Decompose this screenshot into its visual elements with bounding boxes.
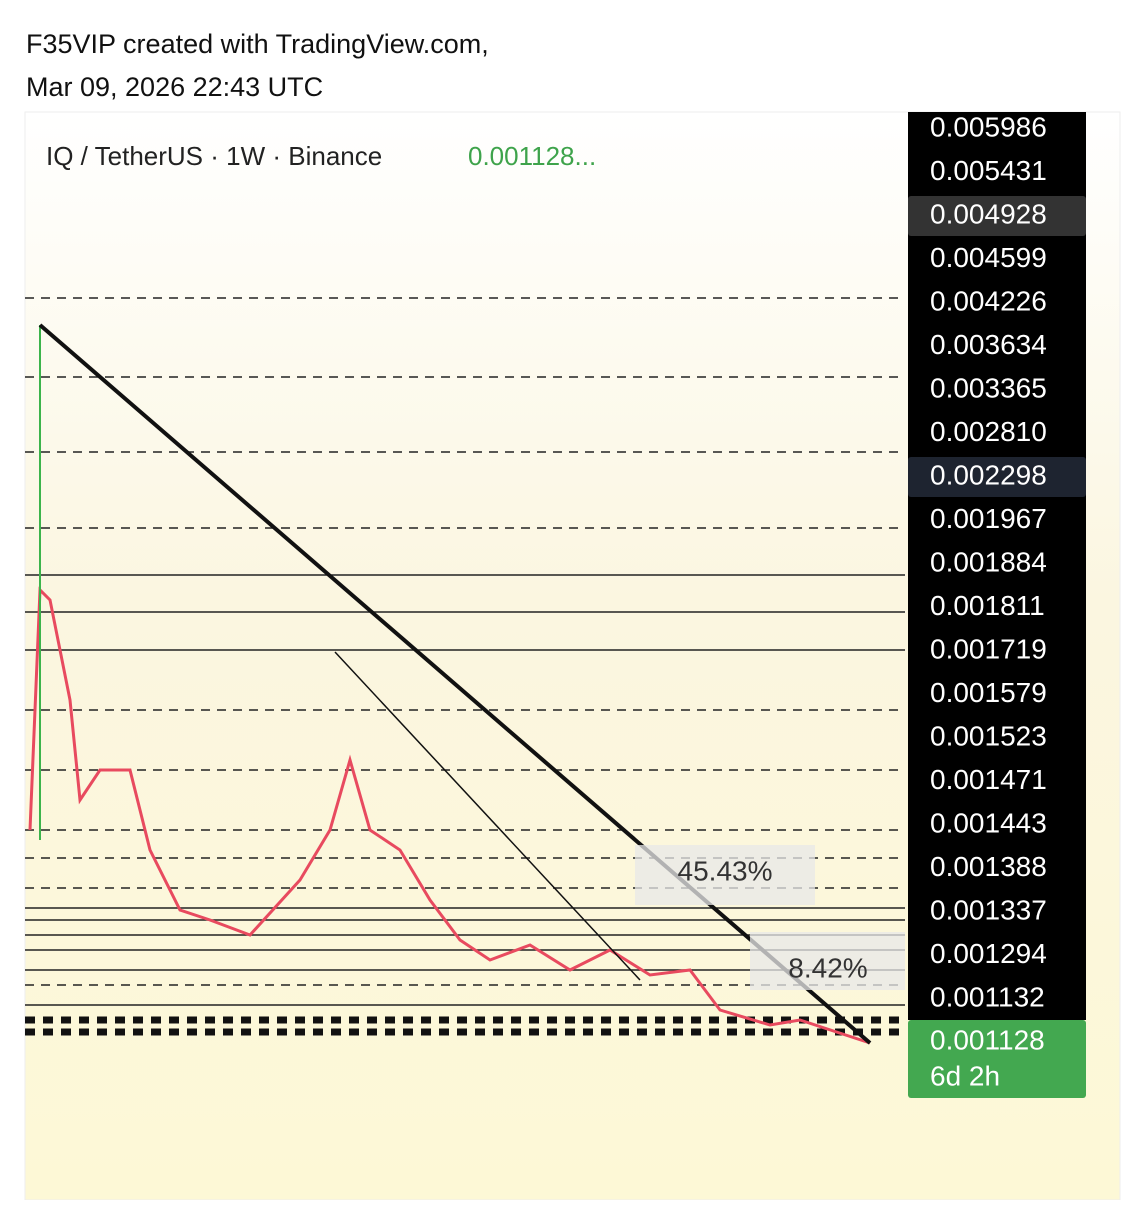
price-label: 0.003634 [930,329,1047,360]
annotation-box [750,932,905,990]
annotation-box [635,845,815,905]
price-label: 0.001811 [930,590,1045,621]
annotation: 8.42% [788,952,867,983]
countdown: 6d 2h [930,1060,1000,1091]
price-label: 0.004599 [930,242,1047,273]
price-path [28,586,871,1045]
levels [25,297,905,1036]
price-label: 0.004226 [930,285,1047,316]
price-label: 0.001523 [930,720,1047,751]
symbol-price: 0.001128... [468,141,596,171]
label-bg [908,196,1086,236]
trend-line [334,651,641,981]
scale-bg [908,112,1086,1020]
price-label: 0.002810 [930,416,1047,447]
price-label: 0.003365 [930,372,1047,403]
price-label: 0.005431 [930,155,1047,186]
price-label: 0.001388 [930,851,1047,882]
price-label: 0.004928 [930,198,1047,229]
current-price-box [908,1020,1086,1098]
price-label: 0.001294 [930,938,1047,969]
price-label: 0.002298 [930,459,1047,490]
header-line: F35VIP created with TradingView.com, [26,29,489,59]
price-label: 0.001443 [930,807,1047,838]
symbol-name: IQ / TetherUS · 1W · Binance [46,141,382,171]
price-label: 0.001967 [930,503,1047,534]
annotation: 45.43% [678,855,773,886]
label-bg [908,457,1086,497]
current-price: 0.001128 [930,1024,1045,1055]
price-label: 0.001337 [930,894,1047,925]
price-label: 0.001579 [930,677,1047,708]
trend-line [38,323,872,1045]
price-label: 0.001719 [930,633,1047,664]
price-label: 0.001471 [930,764,1047,795]
price-label: 0.001132 [930,981,1045,1012]
header-line: Mar 09, 2026 22:43 UTC [26,72,323,102]
price-label: 0.005986 [930,111,1047,142]
price-label: 0.001884 [930,546,1047,577]
price-scale: 0.005986 0.005431 0.004928 0.004599 0.004226… [908,111,1086,1020]
